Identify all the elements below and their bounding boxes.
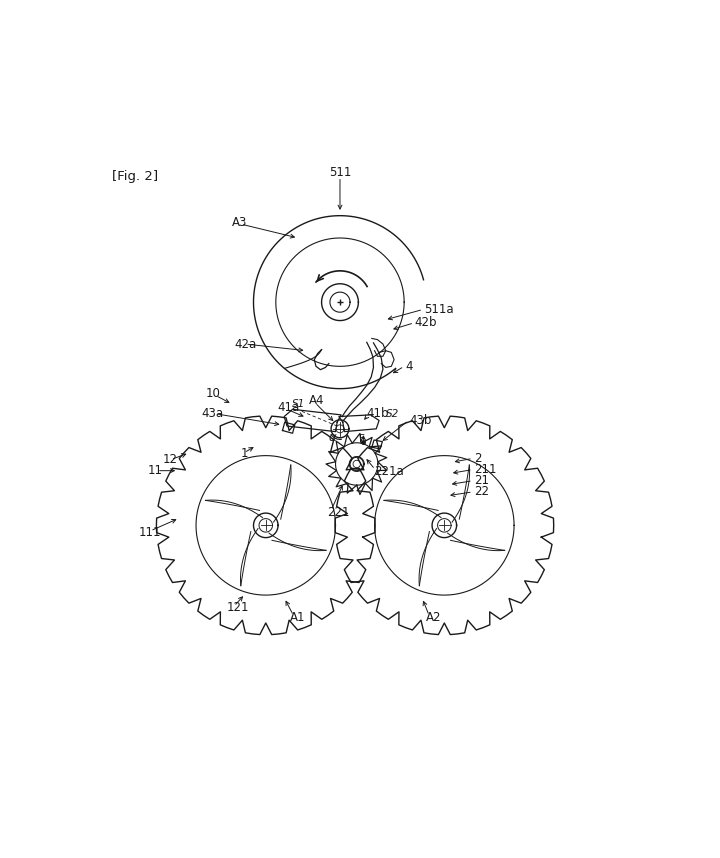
Text: 42a: 42a: [234, 337, 256, 351]
Text: F: F: [359, 434, 365, 444]
Text: 41b: 41b: [366, 408, 389, 420]
Text: A2: A2: [426, 611, 441, 624]
Text: $\alpha$: $\alpha$: [328, 432, 338, 444]
Text: 4: 4: [405, 360, 413, 373]
Text: A1: A1: [289, 611, 305, 624]
Text: 43a: 43a: [202, 408, 224, 420]
Text: 43b: 43b: [409, 414, 431, 427]
Text: 1: 1: [240, 447, 248, 461]
Text: A4: A4: [310, 395, 325, 408]
Text: A3: A3: [233, 216, 248, 229]
Text: [Fig. 2]: [Fig. 2]: [112, 170, 158, 183]
Text: 21: 21: [474, 474, 489, 487]
Text: 121: 121: [227, 601, 249, 613]
Text: 221: 221: [327, 506, 350, 519]
Text: S2: S2: [386, 408, 399, 419]
Text: 221a: 221a: [374, 465, 405, 478]
Text: 12: 12: [163, 453, 178, 466]
Text: 22: 22: [474, 486, 489, 498]
Text: S1: S1: [292, 399, 305, 408]
Text: 41a: 41a: [277, 402, 300, 414]
Text: 511: 511: [329, 166, 351, 178]
Text: 11: 11: [148, 464, 163, 477]
Text: 10: 10: [206, 387, 221, 400]
Text: 211: 211: [474, 463, 496, 476]
Text: 42b: 42b: [415, 317, 437, 329]
Text: 511a: 511a: [423, 303, 454, 316]
Text: 111: 111: [139, 526, 161, 539]
Text: 2: 2: [474, 452, 482, 465]
